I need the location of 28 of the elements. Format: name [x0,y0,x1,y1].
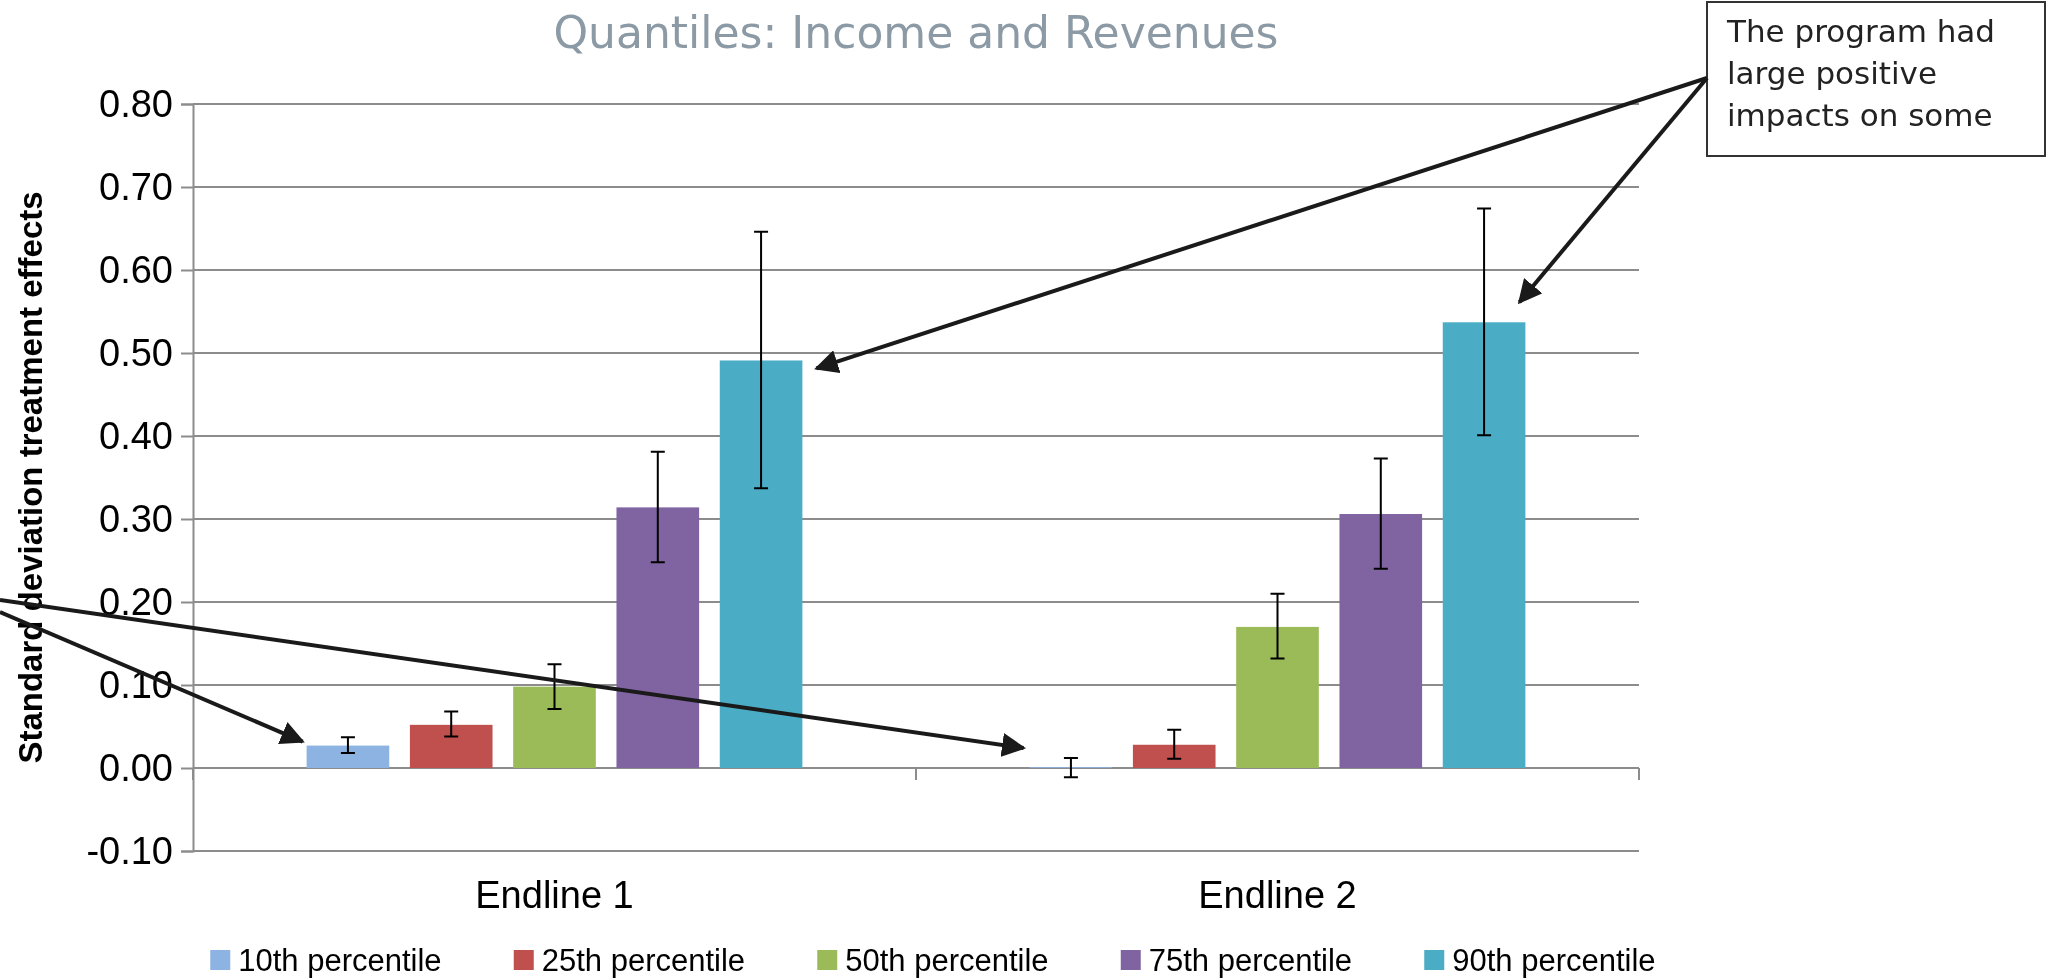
legend-label: 50th percentile [845,943,1049,978]
y-tick-label: 0.70 [99,165,173,208]
y-tick-label: -0.10 [86,829,173,872]
bar [1236,626,1319,768]
legend-label: 25th percentile [541,943,746,978]
legend-label: 10th percentile [238,943,442,978]
y-tick-label: 0.30 [99,497,173,540]
y-tick-label: 0.00 [99,746,173,789]
y-tick-label: 0.40 [99,414,173,457]
y-tick-label: 0.60 [99,248,173,291]
bar [1339,514,1423,768]
y-axis-title: Standard deviation treatment effects [12,191,49,764]
bar [616,507,700,768]
legend-label: 75th percentile [1148,943,1353,978]
y-tick-label: 0.80 [99,82,173,125]
bar [1132,744,1216,768]
x-tick-label: Endline 2 [1198,873,1357,916]
bar [306,745,390,768]
x-tick-label: Endline 1 [475,873,634,916]
y-tick-label: 0.20 [99,580,173,623]
bar [1442,322,1526,768]
legend-label: 90th percentile [1452,943,1656,978]
bar [719,360,803,768]
bar [513,686,596,768]
text: The program had large positive impacts on some [1726,13,1996,133]
bar [409,724,493,768]
y-tick-label: 0.50 [99,331,173,374]
chart-title: Quantiles: Income and Revenues [553,7,1279,58]
